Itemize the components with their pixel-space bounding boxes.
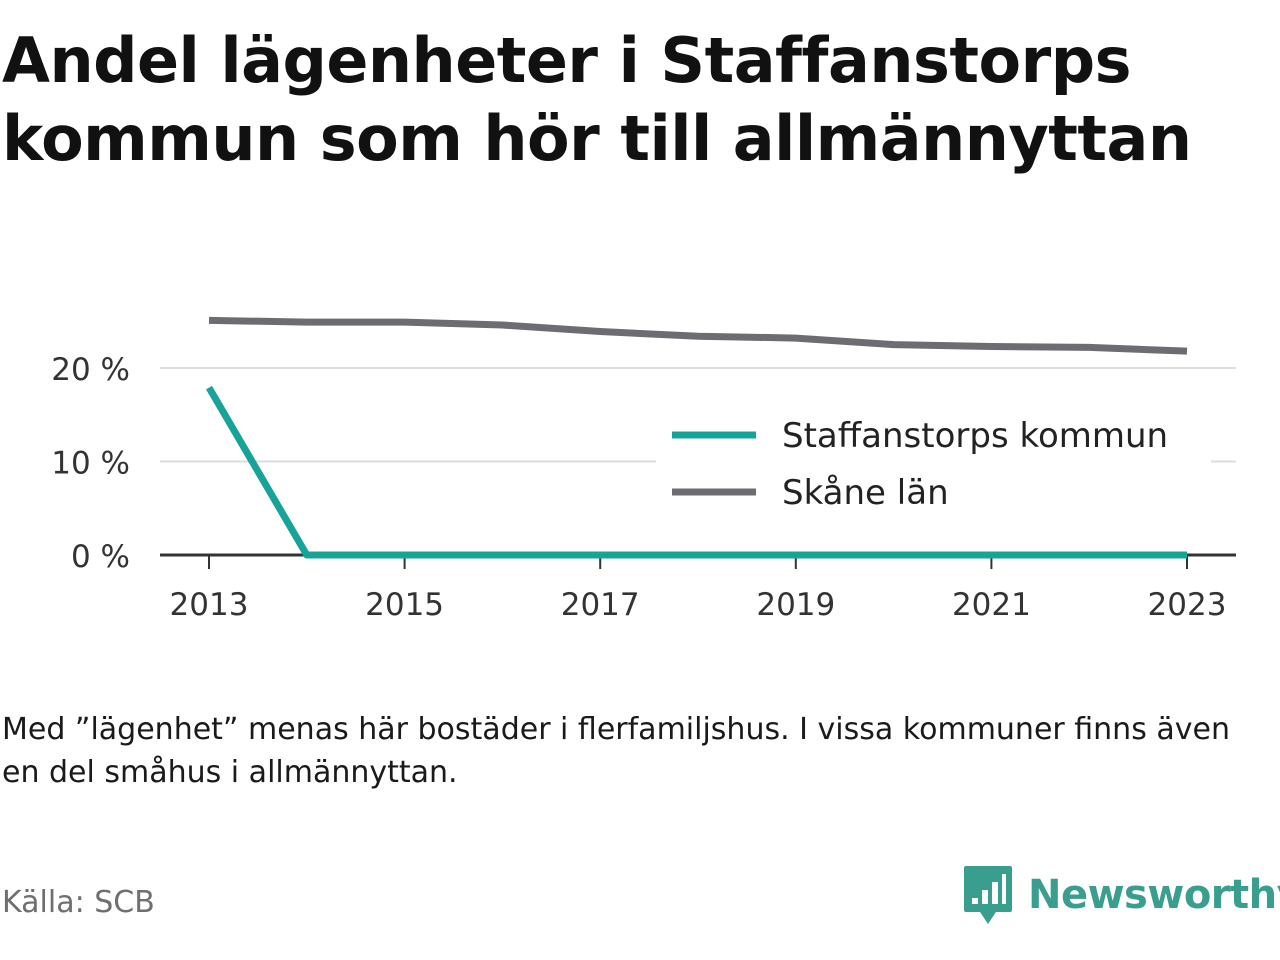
- legend-label: Skåne län: [782, 473, 949, 513]
- x-tick-label: 2023: [1148, 587, 1227, 623]
- source-label: Källa: SCB: [2, 885, 155, 920]
- x-tick-label: 2019: [756, 587, 835, 623]
- legend-label: Staffanstorps kommun: [782, 416, 1168, 456]
- x-tick-label: 2013: [170, 587, 249, 623]
- series-line-1: [205, 385, 1187, 559]
- legend: Staffanstorps kommun Skåne län: [656, 406, 1211, 518]
- series-lines: [205, 316, 1188, 559]
- legend-background: [656, 406, 1211, 518]
- x-tick-label: 2021: [952, 587, 1031, 623]
- y-axis-ticks: 0 % 10 % 20 %: [51, 352, 130, 575]
- series-line-2: [208, 316, 1188, 355]
- newsworthy-logo-icon: [964, 866, 1012, 924]
- y-tick-label: 0 %: [71, 539, 130, 575]
- x-tick-label: 2015: [365, 587, 444, 623]
- brand-logo: Newsworthy: [962, 862, 1280, 928]
- brand-name: Newsworthy: [1028, 872, 1280, 918]
- x-axis: 2013 2015 2017 2019 2021 2023: [160, 553, 1236, 623]
- line-chart: 0 % 10 % 20 % 2013 2015 2017 2019 2021 2023 Sta…: [51, 316, 1236, 623]
- x-tick-label: 2017: [561, 587, 640, 623]
- y-tick-label: 20 %: [51, 352, 130, 388]
- y-tick-label: 10 %: [51, 446, 130, 482]
- footnote: Med ”lägenhet” menas här bostäder i fler…: [2, 712, 1230, 790]
- chart-title: Andel lägenheter i Staffanstorps kommun …: [2, 24, 1192, 175]
